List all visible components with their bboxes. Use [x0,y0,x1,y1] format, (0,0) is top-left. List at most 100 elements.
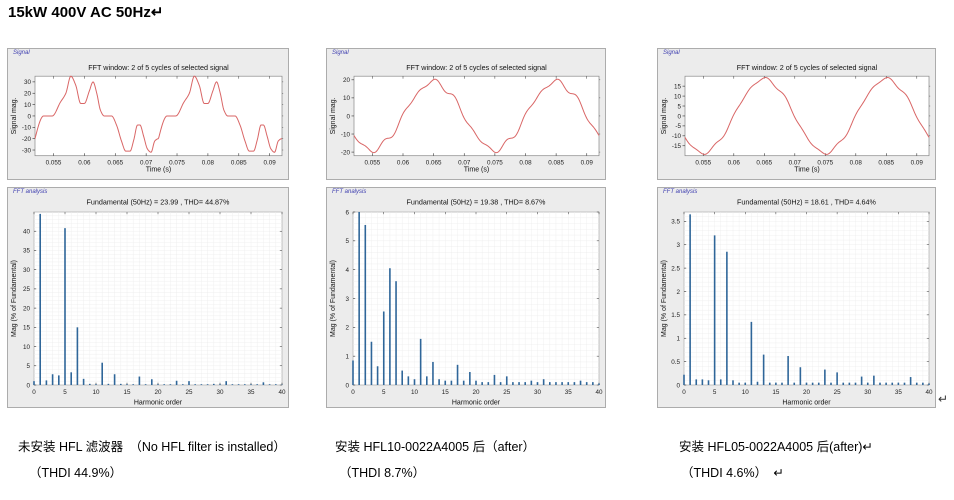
svg-text:0.09: 0.09 [581,160,594,167]
svg-text:Harmonic order: Harmonic order [452,400,501,407]
svg-text:5: 5 [63,389,67,396]
svg-text:0: 0 [351,389,355,396]
svg-text:Signal mag.: Signal mag. [330,97,337,134]
svg-text:25: 25 [834,389,842,396]
svg-text:3.5: 3.5 [671,219,680,226]
svg-text:10: 10 [24,102,32,109]
svg-text:10: 10 [674,93,682,100]
svg-text:20: 20 [343,77,351,84]
svg-text:0.055: 0.055 [695,160,711,167]
svg-text:10: 10 [92,389,100,396]
svg-text:4: 4 [345,267,349,274]
svg-text:35: 35 [247,389,255,396]
svg-text:0.075: 0.075 [817,160,833,167]
svg-text:Time (s): Time (s) [794,167,819,174]
svg-text:35: 35 [23,248,31,255]
svg-text:10: 10 [742,389,750,396]
svg-text:10: 10 [411,389,419,396]
svg-text:20: 20 [23,305,31,312]
svg-text:0.085: 0.085 [878,160,894,167]
svg-text:0.075: 0.075 [169,160,185,167]
svg-text:30: 30 [23,267,31,274]
svg-text:-20: -20 [22,136,32,143]
svg-text:25: 25 [185,389,193,396]
svg-text:FFT window: 2 of 5 cycles of s: FFT window: 2 of 5 cycles of selected si… [737,63,878,72]
svg-text:35: 35 [895,389,903,396]
svg-text:1: 1 [676,336,680,343]
svg-text:Time (s): Time (s) [464,167,489,174]
svg-text:-5: -5 [675,123,681,130]
svg-text:Mag (% of Fundamental): Mag (% of Fundamental) [11,260,18,337]
svg-text:0: 0 [346,113,350,120]
svg-text:0.075: 0.075 [487,160,503,167]
svg-text:1: 1 [345,353,349,360]
svg-text:0: 0 [682,389,686,396]
svg-text:20: 20 [24,91,32,98]
svg-text:Fundamental (50Hz) = 19.38 , T: Fundamental (50Hz) = 19.38 , THD= 8.67% [407,198,547,207]
svg-text:40: 40 [278,389,286,396]
svg-text:15: 15 [123,389,131,396]
svg-text:2: 2 [345,325,349,332]
svg-text:Harmonic order: Harmonic order [134,400,183,407]
svg-text:Harmonic order: Harmonic order [782,400,831,407]
svg-text:3: 3 [345,296,349,303]
svg-text:Mag (% of Fundamental): Mag (% of Fundamental) [661,260,668,337]
svg-text:0.085: 0.085 [548,160,564,167]
svg-text:0.055: 0.055 [46,160,62,167]
svg-text:Fundamental (50Hz) = 18.61 , T: Fundamental (50Hz) = 18.61 , THD= 4.64% [737,198,877,207]
svg-text:0.06: 0.06 [397,160,410,167]
svg-text:30: 30 [864,389,872,396]
svg-text:5: 5 [677,103,681,110]
svg-text:0: 0 [677,113,681,120]
svg-text:20: 20 [803,389,811,396]
svg-text:Signal mag.: Signal mag. [661,97,668,134]
svg-text:0: 0 [27,113,31,120]
svg-text:15: 15 [674,83,682,90]
svg-text:3: 3 [676,242,680,249]
svg-text:35: 35 [565,389,573,396]
svg-text:0: 0 [26,382,30,389]
svg-text:5: 5 [26,363,30,370]
svg-text:1.5: 1.5 [671,312,680,319]
svg-text:25: 25 [503,389,511,396]
svg-text:0.085: 0.085 [231,160,247,167]
svg-text:10: 10 [23,344,31,351]
svg-text:15: 15 [772,389,780,396]
svg-text:40: 40 [595,389,603,396]
svg-text:FFT window: 2 of 5 cycles of s: FFT window: 2 of 5 cycles of selected si… [406,63,547,72]
svg-text:Signal mag.: Signal mag. [11,97,18,134]
svg-text:Mag (% of Fundamental): Mag (% of Fundamental) [330,260,337,337]
svg-text:20: 20 [472,389,480,396]
svg-text:6: 6 [345,209,349,216]
svg-text:-10: -10 [22,125,32,132]
svg-text:0.08: 0.08 [202,160,215,167]
svg-text:-15: -15 [672,143,682,150]
svg-text:0.09: 0.09 [911,160,924,167]
svg-text:0.5: 0.5 [671,359,680,366]
svg-text:30: 30 [24,79,32,86]
svg-text:Fundamental (50Hz) = 23.99 , T: Fundamental (50Hz) = 23.99 , THD= 44.87% [87,198,231,207]
svg-text:5: 5 [713,389,717,396]
svg-text:0.06: 0.06 [78,160,91,167]
svg-text:FFT window: 2 of 5 cycles of s: FFT window: 2 of 5 cycles of selected si… [88,63,229,72]
svg-text:20: 20 [154,389,162,396]
svg-text:0.08: 0.08 [850,160,863,167]
svg-text:0.065: 0.065 [107,160,123,167]
svg-text:25: 25 [23,286,31,293]
svg-text:0.065: 0.065 [756,160,772,167]
svg-text:0.065: 0.065 [426,160,442,167]
svg-text:-10: -10 [341,131,351,138]
svg-text:0.055: 0.055 [364,160,380,167]
svg-text:10: 10 [343,95,351,102]
svg-text:5: 5 [382,389,386,396]
svg-text:15: 15 [23,325,31,332]
svg-text:0: 0 [32,389,36,396]
svg-text:15: 15 [442,389,450,396]
svg-text:2.5: 2.5 [671,265,680,272]
svg-text:2: 2 [676,289,680,296]
svg-text:Time (s): Time (s) [146,167,171,174]
svg-text:-30: -30 [22,147,32,154]
svg-text:0.09: 0.09 [264,160,277,167]
svg-text:0.06: 0.06 [728,160,741,167]
svg-text:0: 0 [345,382,349,389]
